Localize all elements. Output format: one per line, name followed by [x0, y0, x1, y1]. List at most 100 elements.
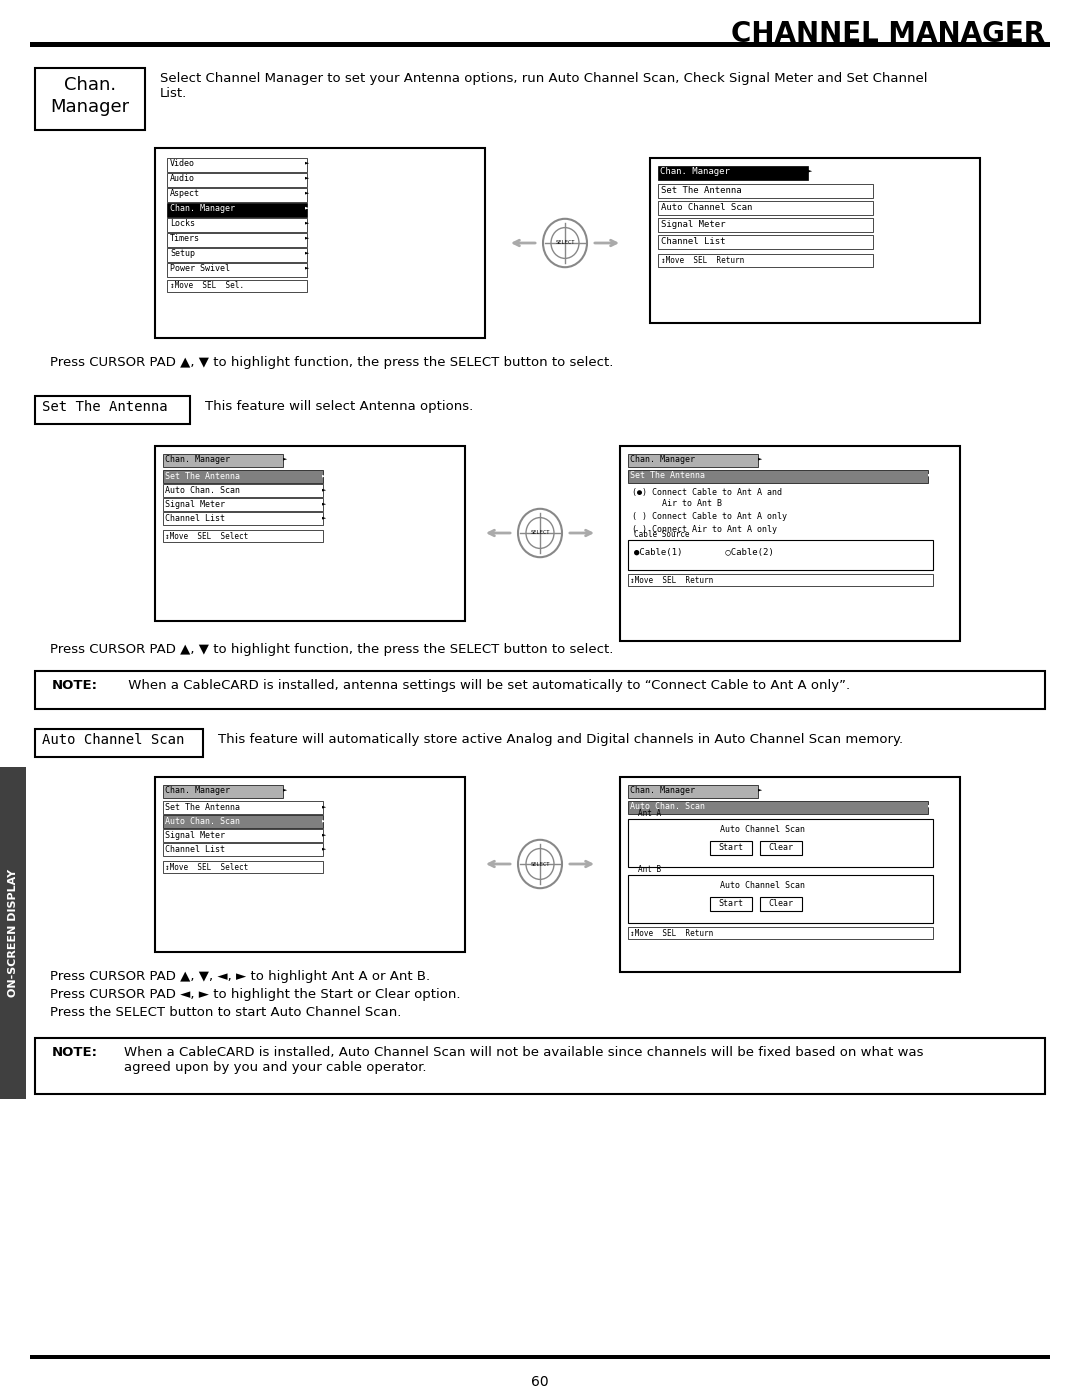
Text: ↕Move  SEL  Select: ↕Move SEL Select [165, 532, 248, 541]
Bar [658, 184, 873, 198]
Bar [156, 148, 485, 338]
Bar [167, 249, 307, 263]
Text: Press CURSOR PAD ▲, ▼ to highlight function, the press the SELECT button to sele: Press CURSOR PAD ▲, ▼ to highlight funct… [50, 356, 613, 369]
Text: Air to Ant B: Air to Ant B [632, 499, 723, 509]
Text: Press the SELECT button to start Auto Channel Scan.: Press the SELECT button to start Auto Ch… [50, 1006, 402, 1018]
Bar [163, 497, 323, 511]
Bar [163, 800, 323, 814]
Text: ►: ► [322, 514, 326, 520]
Text: ►: ► [305, 219, 309, 225]
Bar [35, 68, 145, 130]
Text: Audio: Audio [170, 175, 195, 183]
Bar [167, 263, 307, 277]
Bar [35, 671, 1045, 710]
Text: Clear: Clear [769, 900, 794, 908]
Text: Chan. Manager: Chan. Manager [630, 455, 696, 464]
Text: ►: ► [322, 472, 326, 478]
Text: Set The Antenna: Set The Antenna [661, 186, 742, 196]
Bar [627, 875, 933, 923]
Bar [620, 446, 960, 641]
Text: (●) Connect Cable to Ant A and: (●) Connect Cable to Ant A and [632, 488, 782, 497]
Text: Channel List: Channel List [165, 514, 225, 522]
Text: Press CURSOR PAD ◄, ► to highlight the Start or Clear option.: Press CURSOR PAD ◄, ► to highlight the S… [50, 988, 460, 1002]
Bar [627, 454, 758, 467]
Text: ►: ► [305, 235, 309, 240]
Bar [163, 861, 323, 873]
Bar [163, 511, 323, 525]
Text: NOTE:: NOTE: [52, 679, 98, 692]
Ellipse shape [518, 509, 562, 557]
Bar [167, 189, 307, 203]
Text: This feature will automatically store active Analog and Digital channels in Auto: This feature will automatically store ac… [218, 733, 903, 746]
Bar [35, 729, 203, 757]
Text: SELECT: SELECT [530, 531, 550, 535]
Text: Press CURSOR PAD ▲, ▼, ◄, ► to highlight Ant A or Ant B.: Press CURSOR PAD ▲, ▼, ◄, ► to highlight… [50, 970, 430, 983]
Bar [30, 42, 1050, 47]
Bar [658, 254, 873, 267]
Bar [167, 158, 307, 172]
Text: Chan. Manager: Chan. Manager [170, 204, 235, 212]
Bar [760, 841, 802, 855]
Bar [163, 483, 323, 497]
Text: Channel List: Channel List [661, 237, 726, 246]
Text: ►: ► [322, 803, 326, 809]
Text: Aspect: Aspect [170, 189, 200, 198]
Bar [627, 785, 758, 798]
Text: Auto Chan. Scan: Auto Chan. Scan [165, 817, 240, 826]
Text: ►: ► [283, 787, 287, 792]
Text: Manager: Manager [51, 98, 130, 116]
Text: Set The Antenna: Set The Antenna [165, 472, 240, 481]
Text: When a CableCARD is installed, Auto Channel Scan will not be available since cha: When a CableCARD is installed, Auto Chan… [124, 1046, 923, 1074]
Text: Set The Antenna: Set The Antenna [42, 400, 167, 414]
Text: SELECT: SELECT [530, 862, 550, 866]
Bar [163, 785, 283, 798]
Bar [658, 201, 873, 215]
Text: CHANNEL MANAGER: CHANNEL MANAGER [731, 20, 1045, 47]
Text: Ant B: Ant B [638, 865, 661, 875]
Bar [627, 928, 933, 939]
Text: ►: ► [305, 264, 309, 270]
Ellipse shape [526, 848, 554, 879]
Text: ►: ► [322, 500, 326, 506]
Text: Video: Video [170, 159, 195, 168]
Text: ↕Move  SEL  Select: ↕Move SEL Select [165, 863, 248, 872]
Bar [620, 777, 960, 972]
Bar [35, 1038, 1045, 1094]
Text: Start: Start [718, 900, 743, 908]
Bar [627, 541, 933, 570]
Bar [627, 819, 933, 868]
Text: Signal Meter: Signal Meter [165, 831, 225, 840]
Text: Power Swivel: Power Swivel [170, 264, 230, 272]
Text: ↕Move  SEL  Return: ↕Move SEL Return [630, 929, 713, 937]
Bar [167, 218, 307, 232]
Text: Press CURSOR PAD ▲, ▼ to highlight function, the press the SELECT button to sele: Press CURSOR PAD ▲, ▼ to highlight funct… [50, 643, 613, 657]
Ellipse shape [518, 840, 562, 888]
Bar [650, 158, 980, 323]
Text: Auto Chan. Scan: Auto Chan. Scan [630, 802, 705, 812]
Bar [760, 897, 802, 911]
Text: ►: ► [305, 159, 309, 165]
Bar [167, 279, 307, 292]
Text: ►: ► [758, 787, 762, 792]
Text: ●Cable(1)        ○Cable(2): ●Cable(1) ○Cable(2) [634, 548, 773, 557]
Text: ►: ► [928, 471, 932, 476]
Text: Channel List: Channel List [165, 845, 225, 854]
Bar [156, 446, 465, 622]
Text: ►: ► [758, 455, 762, 461]
Bar [30, 1355, 1050, 1359]
Bar [627, 800, 928, 814]
Text: This feature will select Antenna options.: This feature will select Antenna options… [205, 400, 473, 414]
Text: NOTE:: NOTE: [52, 1046, 98, 1059]
Text: Auto Chan. Scan: Auto Chan. Scan [165, 486, 240, 495]
Bar [35, 395, 190, 425]
Text: Cable Source: Cable Source [634, 529, 689, 539]
Bar [163, 842, 323, 856]
Text: ►: ► [322, 845, 326, 851]
Text: ►: ► [322, 817, 326, 823]
Text: Timers: Timers [170, 235, 200, 243]
Text: ►: ► [283, 455, 287, 461]
Ellipse shape [551, 228, 579, 258]
Bar [627, 469, 928, 483]
Bar [163, 454, 283, 467]
Text: Setup: Setup [170, 249, 195, 258]
